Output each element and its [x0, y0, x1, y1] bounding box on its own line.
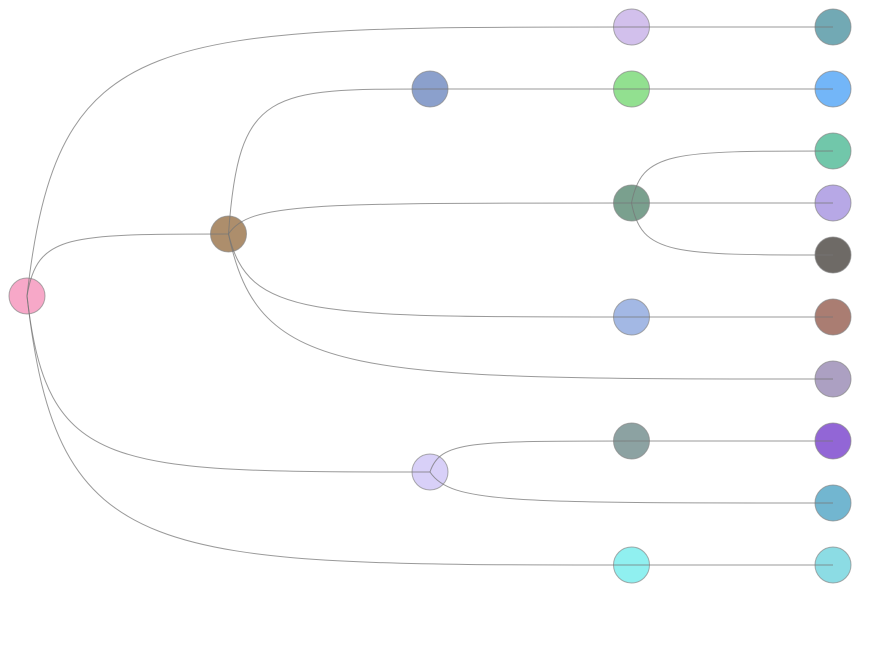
tree-link: [228, 233, 632, 318]
tree-link: [26, 295, 431, 473]
tree-link: [429, 471, 834, 504]
tree-link: [429, 440, 632, 473]
tree-link: [26, 233, 229, 297]
tree-link: [228, 233, 834, 380]
tree-link: [631, 202, 834, 256]
tree-link: [26, 26, 632, 297]
tree-link: [26, 295, 632, 566]
tree-link: [631, 150, 834, 204]
tree-link: [228, 88, 431, 235]
nodes-layer: [8, 8, 852, 584]
links-layer: [26, 26, 834, 566]
tree-link: [228, 202, 632, 235]
